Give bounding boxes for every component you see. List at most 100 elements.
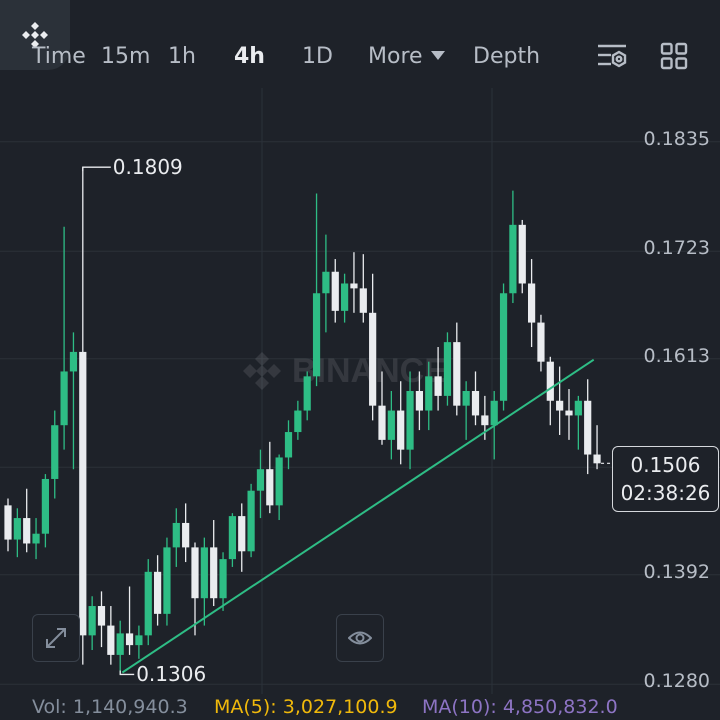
candle-body xyxy=(406,391,414,450)
candle-body xyxy=(163,547,171,614)
high-marker-line xyxy=(82,166,111,172)
candle-body xyxy=(556,400,564,411)
candle-body xyxy=(51,425,59,479)
candle-body xyxy=(462,391,470,406)
candle-body xyxy=(490,400,498,426)
tab-4h[interactable]: 4h xyxy=(234,44,265,69)
candle-body xyxy=(443,342,452,396)
candle-body xyxy=(172,522,180,548)
candle-body xyxy=(322,271,330,294)
y-tick-label: 0.1392 xyxy=(643,560,710,583)
extreme-markers xyxy=(82,166,135,676)
candle-body xyxy=(13,518,21,540)
low-marker-line xyxy=(119,670,135,676)
candle-body xyxy=(499,293,508,401)
tab-1h[interactable]: 1h xyxy=(168,44,196,69)
candle-body xyxy=(144,571,152,636)
candle-body xyxy=(191,547,199,599)
tab-1d[interactable]: 1D xyxy=(302,44,333,69)
volume-value: Vol: 1,140,940.3 xyxy=(32,696,188,718)
candle-body xyxy=(23,518,31,544)
binance-watermark: BINANCE xyxy=(243,352,447,390)
candle-body xyxy=(294,410,302,433)
candle-body xyxy=(303,376,311,411)
candle-body xyxy=(32,533,40,544)
tab-depth[interactable]: Depth xyxy=(473,44,541,69)
candles xyxy=(4,167,601,675)
candle-body xyxy=(88,606,96,636)
tab-time[interactable]: Time xyxy=(32,44,86,69)
candle-body xyxy=(238,516,246,552)
candle-body xyxy=(284,432,293,458)
chart-grid xyxy=(0,88,720,694)
candle-body xyxy=(584,400,592,455)
candle-body xyxy=(69,351,78,372)
candle-body xyxy=(219,559,227,599)
candle-body xyxy=(154,571,162,614)
chart-toolbar: Time 15m 1h 4h 1D More Depth xyxy=(0,0,720,88)
candle-body xyxy=(350,283,358,289)
tab-15m[interactable]: 15m xyxy=(101,44,151,69)
candle-body xyxy=(471,391,480,416)
last-price: 0.1506 xyxy=(630,453,701,477)
expand-icon xyxy=(46,628,66,648)
candle-body xyxy=(574,400,582,416)
candle-body xyxy=(481,415,489,426)
visibility-button[interactable] xyxy=(336,614,384,662)
candle-body xyxy=(247,490,255,552)
high-marker-label: 0.1809 xyxy=(112,155,183,180)
candle-body xyxy=(275,457,283,506)
eye-icon xyxy=(348,631,372,645)
binance-logo-icon xyxy=(22,22,48,48)
candle-body xyxy=(60,371,68,426)
candle-body xyxy=(425,376,433,411)
expand-button[interactable] xyxy=(32,614,80,662)
volume-indicators: Vol: 1,140,940.3 MA(5): 3,027,100.9 MA(1… xyxy=(0,694,720,720)
chart-settings-icon[interactable] xyxy=(597,42,629,72)
candle-body xyxy=(312,293,321,377)
candle-body xyxy=(182,522,190,548)
candle-body xyxy=(518,224,526,284)
candle-body xyxy=(135,635,143,646)
y-tick-label: 0.1835 xyxy=(643,127,710,150)
low-marker-label: 0.1306 xyxy=(136,662,207,687)
trendline[interactable] xyxy=(121,358,595,674)
candle-body xyxy=(434,376,442,396)
candle-body xyxy=(509,224,517,294)
candle-body xyxy=(200,547,208,599)
candle-body xyxy=(228,516,236,560)
caret-down-icon xyxy=(430,51,445,60)
candlestick-chart[interactable]: BINANCE xyxy=(0,88,720,694)
ma5-value: MA(5): 3,027,100.9 xyxy=(214,696,398,718)
y-tick-label: 0.1613 xyxy=(643,344,710,367)
candle-body xyxy=(378,405,386,440)
binance-logo[interactable] xyxy=(0,0,70,70)
candle-body xyxy=(97,606,106,626)
y-tick-label: 0.1280 xyxy=(643,670,710,693)
candle-body xyxy=(415,391,423,411)
candle-body xyxy=(341,283,349,311)
tab-more-label: More xyxy=(368,44,423,69)
candle-body xyxy=(359,288,367,313)
candle-body xyxy=(116,633,124,655)
candle-body xyxy=(546,361,554,401)
candle-body xyxy=(107,625,115,655)
candle-body xyxy=(565,410,573,416)
candle-body xyxy=(453,342,461,406)
candle-body xyxy=(537,322,545,362)
candle-body xyxy=(387,410,395,440)
candle-body xyxy=(266,469,274,506)
candle-body xyxy=(369,312,377,406)
tab-more[interactable]: More xyxy=(368,44,445,69)
candle-body xyxy=(210,547,218,599)
candle-body xyxy=(528,283,536,323)
candle-body xyxy=(41,478,49,534)
y-tick-label: 0.1723 xyxy=(643,237,710,260)
candle-body xyxy=(79,351,87,636)
grid-layout-icon[interactable] xyxy=(660,42,688,70)
candle-countdown: 02:38:26 xyxy=(620,481,711,505)
last-price-tag: 0.1506 02:38:26 xyxy=(612,446,719,512)
ma10-value: MA(10): 4,850,832.0 xyxy=(422,696,618,718)
candle-body xyxy=(397,410,405,450)
candle-body xyxy=(256,469,265,491)
